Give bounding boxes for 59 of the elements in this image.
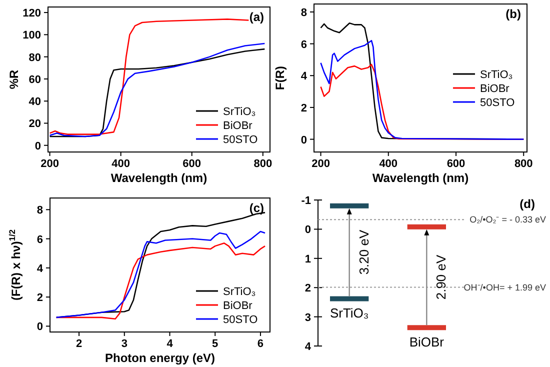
x-tick-label: 400 <box>112 158 130 170</box>
annotation: SrTiO₃ <box>330 306 369 321</box>
legend-label: SrTiO₃ <box>223 286 256 298</box>
y-tick-label: 80 <box>28 52 41 64</box>
y-tick-label: 60 <box>28 74 41 86</box>
ref-line-label: O₂/•O₂⁻ = - 0.33 eV <box>470 214 546 225</box>
x-tick-label: 200 <box>312 158 330 170</box>
legend-label: BiOBr <box>223 120 253 132</box>
x-axis-title: Wavelength (nm) <box>372 171 469 185</box>
annotation: (a) <box>249 10 264 24</box>
legend-label: 50STO <box>223 134 258 146</box>
legend-label: BiOBr <box>480 83 510 95</box>
y-tick-label: 8 <box>300 6 307 19</box>
y-tick-label: 2 <box>36 292 43 304</box>
y-tick-label: 2 <box>304 282 311 295</box>
x-tick-label: 600 <box>446 158 466 170</box>
x-axis-title: Wavelength (nm) <box>110 171 208 185</box>
y-tick-label: 0 <box>34 140 41 152</box>
x-tick-label: 200 <box>40 158 59 170</box>
y-tick-label: 4 <box>300 70 308 83</box>
x-tick-label: 800 <box>254 158 272 170</box>
y-tick-label: 40 <box>28 96 41 108</box>
x-tick-label: 800 <box>514 158 533 170</box>
y-tick-label: 0 <box>304 224 311 236</box>
y-tick-label: 20 <box>28 118 41 130</box>
y-tick-label: 6 <box>36 234 43 246</box>
x-axis-title: Photon energy (eV) <box>104 351 216 365</box>
legend-label: SrTiO₃ <box>223 106 256 118</box>
y-axis-title: F(R) <box>273 66 287 90</box>
legend-label: SrTiO₃ <box>480 69 513 81</box>
y-tick-label: 2 <box>300 102 307 114</box>
legend-label: 50STO <box>223 314 258 326</box>
annotation: BiOBr <box>409 334 445 350</box>
y-tick-label: 8 <box>36 204 43 217</box>
legend-label: 50STO <box>480 97 516 109</box>
x-tick-label: 4 <box>166 338 174 350</box>
y-tick-label: -1 <box>301 195 311 207</box>
annotation: (b) <box>506 7 521 21</box>
text: (d) <box>520 197 535 211</box>
y-tick-label: 0 <box>300 134 307 146</box>
x-tick-label: 400 <box>379 158 398 170</box>
y-tick-label: 120 <box>22 8 41 20</box>
y-tick-label: 100 <box>22 30 41 42</box>
annotation: (c) <box>249 201 264 215</box>
y-tick-label: 6 <box>300 38 307 51</box>
legend-label: BiOBr <box>223 300 253 312</box>
annotation: 2.90 eV <box>433 254 448 300</box>
annotation: 3.20 eV <box>356 230 371 275</box>
y-tick-label: 1 <box>304 253 311 266</box>
x-tick-label: 3 <box>121 338 128 350</box>
y-tick-label: 3 <box>304 312 311 324</box>
ref-line-label: OH⁻/•OH= + 1.99 eV <box>464 282 546 292</box>
y-tick-label: 0 <box>36 321 43 334</box>
x-tick-label: 6 <box>257 338 264 350</box>
y-axis-title: %R <box>7 70 21 90</box>
x-tick-label: 2 <box>76 338 82 350</box>
x-tick-label: 600 <box>182 158 202 170</box>
y-tick-label: 4 <box>36 262 44 275</box>
x-tick-label: 5 <box>212 338 218 350</box>
